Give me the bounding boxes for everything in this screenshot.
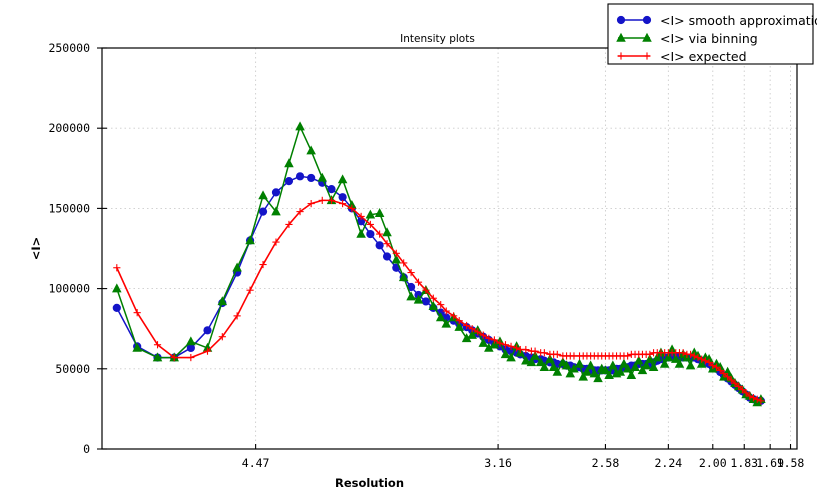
x-axis-title: Resolution [335, 476, 404, 490]
plot-title: Intensity plots [400, 33, 475, 45]
legend-entry[interactable]: <I> smooth approximation [616, 13, 817, 28]
legend-entry[interactable]: <I> expected [617, 49, 747, 64]
legend-box[interactable] [607, 3, 814, 65]
y-tick-label: 50000 [55, 362, 90, 376]
x-tick-label: 2.00 [699, 456, 727, 470]
axis-labels: 4.47 3.16 2.58 2.24 2.00 1.831.691.58 0 50000 10… [29, 33, 804, 490]
y-tick-label: 250000 [48, 41, 90, 55]
legend-entry[interactable]: <I> via binning [616, 31, 758, 46]
series-triangle [112, 121, 766, 407]
axes [97, 47, 798, 450]
y-tick-label: 200000 [48, 121, 90, 135]
legend-label: <I> expected [660, 49, 747, 64]
y-tick-label: 150000 [48, 201, 90, 215]
x-tick-label: 1.58 [777, 456, 805, 470]
y-tick-label: 0 [83, 442, 90, 456]
legend[interactable]: <I> smooth approximation <I> via binning <… [607, 3, 817, 65]
data-series-layer [112, 121, 766, 407]
x-tick-label: 1.69 [756, 456, 784, 470]
x-tick-label: 4.47 [242, 456, 270, 470]
series-plus [113, 196, 765, 405]
legend-label: <I> smooth approximation [660, 13, 817, 28]
x-tick-label: 2.24 [655, 456, 683, 470]
x-tick-label: 2.58 [592, 456, 620, 470]
gridlines [102, 48, 797, 449]
y-tick-label: 100000 [48, 282, 90, 296]
x-tick-label: 1.83 [730, 456, 758, 470]
legend-label: <I> via binning [660, 31, 758, 46]
y-axis-title: <I> [29, 237, 43, 261]
x-tick-label: 3.16 [484, 456, 512, 470]
